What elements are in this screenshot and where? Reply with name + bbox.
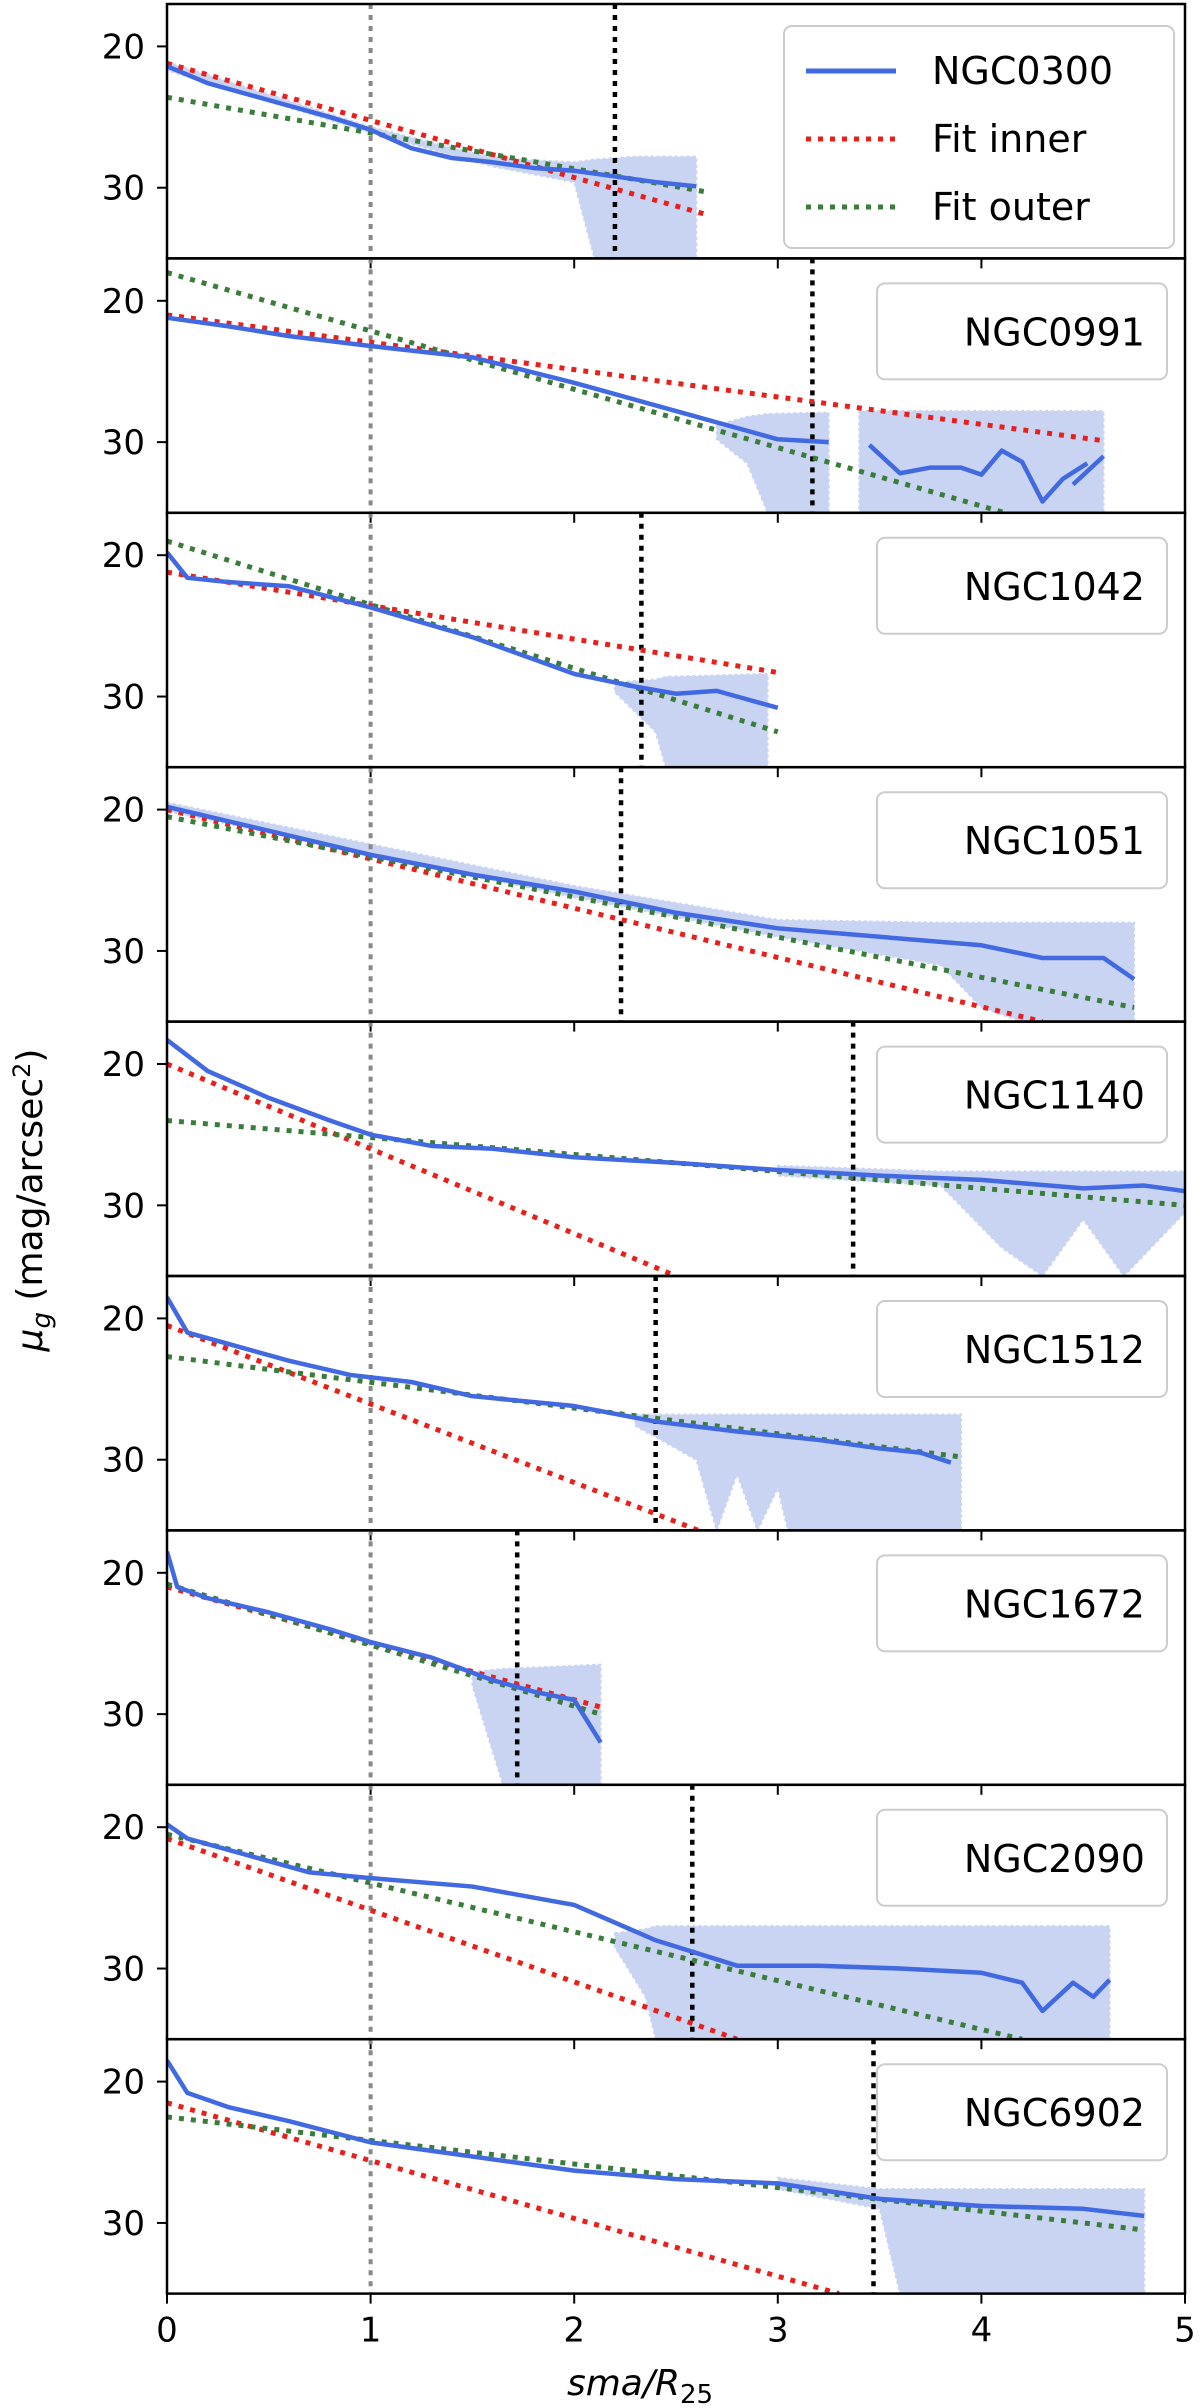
uncertainty-band — [776, 1164, 1185, 1276]
y-tick-label: 20 — [102, 2063, 145, 2103]
plot-area — [167, 2039, 1146, 2294]
x-tick-label: 2 — [563, 2311, 585, 2351]
plot-area — [167, 1276, 963, 1531]
profile-line — [167, 2059, 1145, 2219]
y-tick-label: 20 — [102, 536, 145, 576]
y-tick-label: 30 — [102, 1950, 145, 1990]
panels: 20 30 NGC0300 Fit inner Fit outer 20 30 NGC0991… — [102, 2, 1187, 2304]
fit-outer-line — [167, 1118, 1185, 1208]
galaxy-name-label: NGC1051 — [964, 819, 1145, 863]
fit-inner-line — [167, 1061, 677, 1276]
uncertainty-band — [858, 410, 1105, 513]
profile-line — [167, 1822, 1112, 2014]
profile-line — [167, 64, 697, 189]
x-tick-label: 0 — [156, 2311, 178, 2351]
uncertainty-band — [613, 672, 769, 768]
galaxy-name-label: NGC1140 — [964, 1074, 1145, 1118]
plot-area — [167, 512, 779, 768]
x-axis-label: sma/R25 — [567, 2363, 713, 2408]
y-tick-label: 30 — [102, 1186, 145, 1226]
legend-fit-outer-label: Fit outer — [932, 185, 1090, 229]
profile-line — [167, 1296, 952, 1465]
legend-fit-inner-label: Fit inner — [932, 117, 1087, 161]
fit-inner-line — [167, 569, 779, 675]
y-tick-label: 20 — [102, 27, 145, 67]
uncertainty-band — [776, 2176, 1146, 2294]
galaxy-name-label: NGC2090 — [964, 1837, 1145, 1881]
y-tick-label: 20 — [102, 791, 145, 831]
profile-line — [167, 1550, 603, 1744]
galaxy-name-box — [876, 1808, 1168, 1907]
galaxy-name-label: NGC1672 — [964, 1582, 1145, 1626]
galaxy-name-label: NGC6902 — [964, 2091, 1145, 2135]
y-tick-label: 30 — [102, 678, 145, 718]
y-tick-label: 20 — [102, 282, 145, 322]
galaxy-name-box — [876, 1300, 1168, 1398]
galaxy-name-box — [876, 1554, 1168, 1653]
fit-inner-line — [167, 60, 708, 217]
fit-inner-line — [167, 312, 1104, 444]
y-tick-label: 30 — [102, 1695, 145, 1735]
x-tick-label: 5 — [1174, 2311, 1196, 2351]
galaxy-name-box — [876, 536, 1168, 635]
y-tick-label: 30 — [102, 423, 145, 463]
plot-area — [167, 258, 1106, 513]
x-tick-label: 3 — [767, 2311, 789, 2351]
uncertainty-band — [167, 60, 698, 259]
profile-line — [167, 1038, 1185, 1194]
uncertainty-band — [471, 1663, 602, 1785]
panel-ngc1512: 20 30 NGC1512 — [102, 1274, 1187, 1541]
legend-profile-label: NGC0300 — [932, 49, 1113, 93]
y-tick-label: 20 — [102, 1045, 145, 1085]
plot-area — [167, 1021, 1185, 1276]
y-tick-label: 20 — [102, 1808, 145, 1848]
panel-ngc0991: 20 30 NGC0991 — [102, 257, 1187, 523]
y-tick-label: 30 — [102, 169, 145, 209]
galaxy-name-box — [876, 282, 1168, 381]
panel-ngc1051: 20 30 NGC1051 — [102, 765, 1187, 1032]
panel-ngc1042: 20 30 NGC1042 — [102, 511, 1187, 778]
fit-outer-line — [167, 1831, 1023, 2040]
panel-ngc0300: 20 30 NGC0300 Fit inner Fit outer — [102, 2, 1187, 269]
x-tick-label: 1 — [360, 2311, 382, 2351]
panel-ngc2090: 20 30 NGC2090 — [102, 1783, 1187, 2050]
panel-ngc1140: 20 30 NGC1140 — [102, 1020, 1187, 1286]
y-axis-label: μg (mag/arcsec2) — [8, 1049, 57, 1353]
plot-area — [167, 4, 708, 259]
fit-outer-line — [167, 2114, 1145, 2233]
galaxy-name-box — [876, 2063, 1168, 2162]
panel-ngc1672: 20 30 NGC1672 — [102, 1529, 1187, 1795]
panel-frame — [165, 2037, 1187, 2295]
y-tick-label: 30 — [102, 932, 145, 972]
fit-inner-line — [167, 1836, 738, 2040]
legend-box — [783, 25, 1175, 249]
galaxy-name-label: NGC1042 — [964, 565, 1145, 609]
fit-inner-line — [167, 1323, 706, 1531]
profile-line — [167, 315, 1106, 504]
y-tick-label: 20 — [102, 1554, 145, 1594]
plot-area — [167, 1530, 603, 1785]
y-tick-label: 30 — [102, 1441, 145, 1481]
plot-area — [167, 767, 1136, 1022]
galaxy-name-label: NGC0991 — [964, 310, 1145, 354]
galaxy-name-box — [876, 791, 1168, 890]
uncertainty-band — [634, 1413, 963, 1531]
galaxy-name-box — [876, 1045, 1168, 1144]
panel-ngc6902: 20 30 NGC6902 — [102, 2037, 1187, 2304]
y-tick-label: 30 — [102, 2204, 145, 2244]
x-axis: 0 1 2 3 4 5 — [156, 2311, 1196, 2351]
profile-line — [167, 804, 1136, 982]
galaxy-name-label: NGC1512 — [964, 1328, 1145, 1372]
y-tick-label: 20 — [102, 1299, 145, 1339]
profile-line — [167, 550, 779, 711]
x-tick-label: 4 — [971, 2311, 993, 2351]
fit-inner-line — [167, 2100, 840, 2294]
fit-outer-line — [167, 814, 1135, 1010]
